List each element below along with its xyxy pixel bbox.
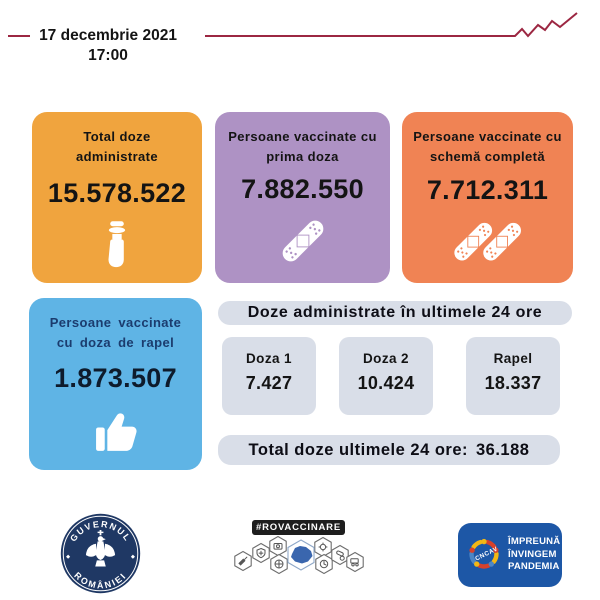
- mini-card-value: 18.337: [484, 373, 542, 393]
- cncav-slogan: ÎMPREUNĂ ÎNVINGEM PANDEMIA: [508, 536, 560, 573]
- last24-total: Total doze ultimele 24 ore: 36.188: [218, 435, 560, 465]
- report-time: 17:00: [88, 47, 128, 65]
- card-value: 1.873.507: [54, 363, 177, 393]
- cncav-people-circle-icon: CNCAV: [469, 538, 500, 569]
- heartbeat-line: [8, 12, 578, 38]
- vaccine-vial-icon: [100, 220, 134, 270]
- mini-card-label: Doza 2: [363, 351, 409, 366]
- mini-card-value: 7.427: [245, 373, 293, 393]
- mini-card-dose2: Doza 2 10.424: [339, 337, 433, 415]
- mini-card-value: 10.424: [357, 373, 415, 393]
- card-title: Persoane vaccinate cu doza de rapel: [49, 315, 182, 350]
- medical-asterisk-icon: [274, 559, 284, 569]
- card-booster-dose: Persoane vaccinate cu doza de rapel 1.87…: [29, 298, 202, 470]
- thumbs-up-icon: [88, 405, 144, 457]
- syringe-icon: [238, 556, 248, 566]
- report-datetime: 17 decembrie 2021 17:00: [28, 26, 188, 66]
- mini-card-label: Rapel: [493, 351, 533, 366]
- card-title: Persoane vaccinate cu schemă completă: [413, 129, 562, 164]
- card-first-dose: Persoane vaccinate cu prima doza 7.882.5…: [215, 112, 390, 283]
- eagle-crest-icon: [85, 530, 116, 567]
- card-value: 15.578.522: [47, 177, 187, 208]
- clock-icon: [319, 559, 329, 569]
- last24-header: Doze administrate în ultimele 24 ore: [218, 301, 572, 325]
- report-date: 17 decembrie 2021: [39, 27, 177, 44]
- card-value: 7.712.311: [426, 174, 549, 205]
- rovaccinare-banner: #ROVACCINARE: [252, 520, 345, 535]
- cncav-logo: CNCAV ÎMPREUNĂ ÎNVINGEM PANDEMIA: [458, 523, 562, 587]
- double-bandage-icon: [446, 214, 530, 270]
- virus-icon: [318, 542, 328, 552]
- last24-total-label: Total doze ultimele 24 ore:: [248, 440, 468, 459]
- rovaccinare-logo: #ROVACCINARE: [228, 520, 368, 578]
- mini-card-label: Doza 1: [246, 351, 292, 366]
- last24-header-label: Doze administrate în ultimele 24 ore: [247, 304, 543, 321]
- government-of-romania-seal: GUVERNUL ROMÂNIEI: [60, 513, 141, 594]
- cncav-slogan-line: PANDEMIA: [508, 561, 560, 573]
- cncav-slogan-line: ÎMPREUNĂ: [508, 536, 561, 548]
- mini-card-dose1: Doza 1 7.427: [222, 337, 316, 415]
- shield-cross-icon: [256, 547, 266, 559]
- camera-icon: [273, 543, 283, 550]
- cncav-slogan-line: ÎNVINGEM: [508, 548, 557, 560]
- card-value: 7.882.550: [241, 173, 364, 204]
- mini-card-booster: Rapel 18.337: [466, 337, 560, 415]
- ambulance-icon: [350, 558, 359, 567]
- romania-map-icon: [291, 546, 313, 564]
- pills-icon: [336, 550, 345, 561]
- card-full-schema: Persoane vaccinate cu schemă completă 7.…: [402, 112, 573, 283]
- bandage-icon: [274, 212, 332, 270]
- rovaccinare-hexagons: [234, 536, 364, 575]
- card-title: Total doze administrate: [75, 129, 159, 164]
- card-title: Persoane vaccinate cu prima doza: [228, 129, 377, 164]
- last24-total-value: 36.188: [476, 440, 530, 459]
- card-total-doses: Total doze administrate 15.578.522: [32, 112, 202, 283]
